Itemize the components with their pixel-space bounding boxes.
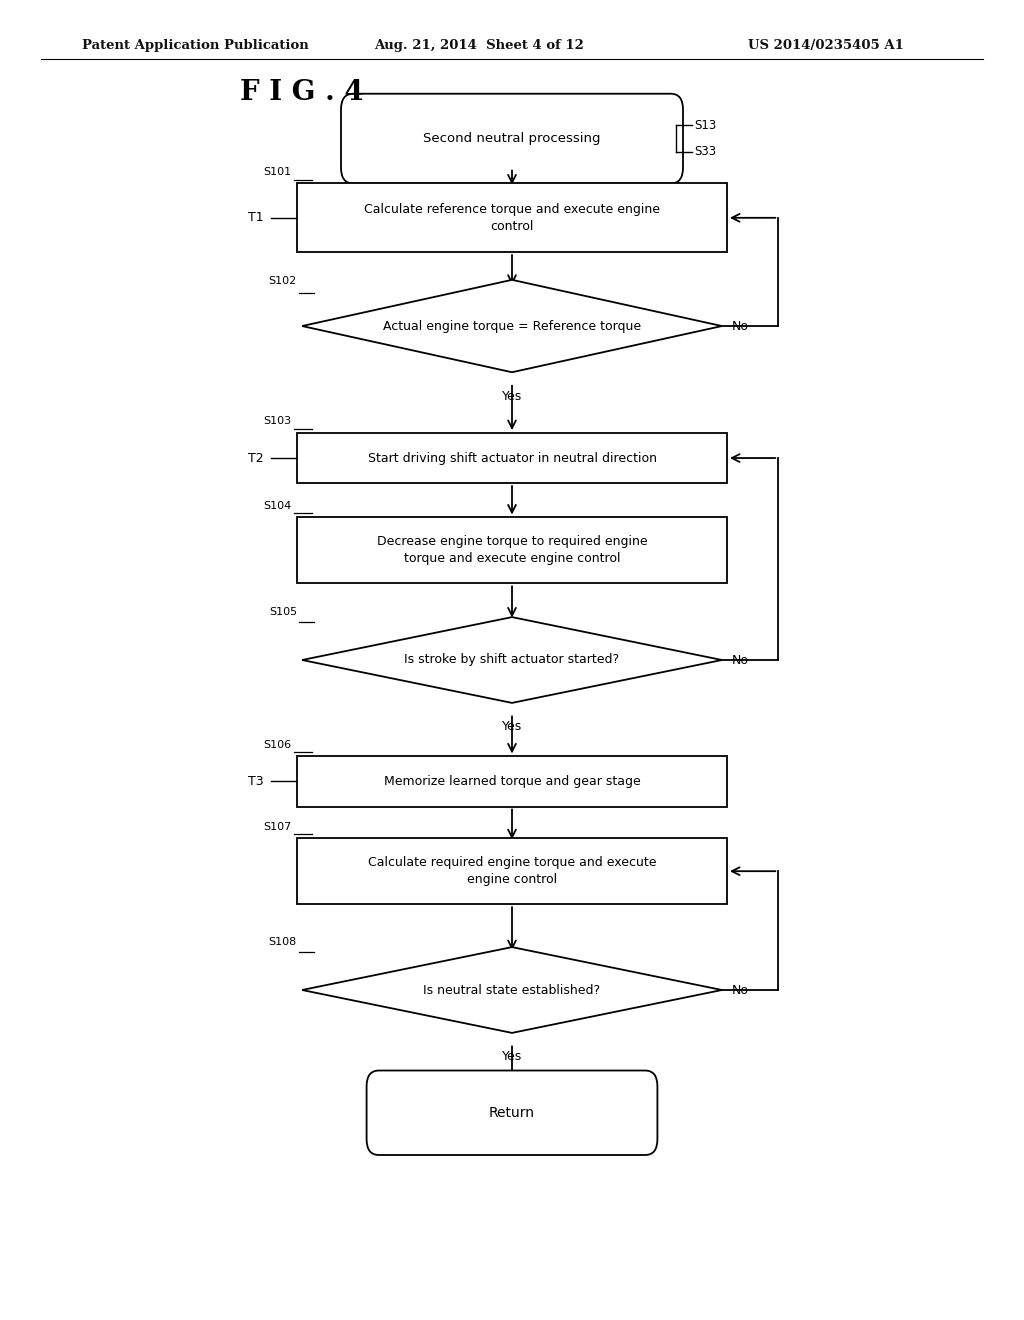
Text: S107: S107 (263, 821, 292, 832)
Text: Memorize learned torque and gear stage: Memorize learned torque and gear stage (384, 775, 640, 788)
Text: Yes: Yes (502, 721, 522, 733)
Text: S104: S104 (263, 500, 292, 511)
Text: S33: S33 (694, 145, 717, 158)
Text: Aug. 21, 2014  Sheet 4 of 12: Aug. 21, 2014 Sheet 4 of 12 (374, 38, 584, 51)
Text: US 2014/0235405 A1: US 2014/0235405 A1 (748, 38, 903, 51)
Text: Calculate reference torque and execute engine
control: Calculate reference torque and execute e… (364, 203, 660, 232)
Text: T1: T1 (248, 211, 264, 224)
Text: No: No (732, 653, 750, 667)
Text: S13: S13 (694, 119, 717, 132)
Polygon shape (302, 948, 722, 1032)
Bar (297, 433, 727, 483)
Bar (297, 517, 727, 583)
Text: S103: S103 (264, 416, 292, 426)
Text: S108: S108 (268, 937, 297, 948)
Bar (297, 756, 727, 807)
Text: S106: S106 (264, 739, 292, 750)
Text: F I G . 4: F I G . 4 (241, 79, 364, 106)
Text: Second neutral processing: Second neutral processing (423, 132, 601, 145)
Text: Calculate required engine torque and execute
engine control: Calculate required engine torque and exe… (368, 857, 656, 886)
Bar (297, 183, 727, 252)
Text: S101: S101 (264, 166, 292, 177)
Text: S105: S105 (269, 607, 297, 618)
Text: Patent Application Publication: Patent Application Publication (82, 38, 308, 51)
Text: Start driving shift actuator in neutral direction: Start driving shift actuator in neutral … (368, 451, 656, 465)
Text: T3: T3 (248, 775, 264, 788)
Polygon shape (302, 618, 722, 702)
Text: Return: Return (489, 1106, 535, 1119)
Text: S102: S102 (268, 276, 297, 286)
Text: Yes: Yes (502, 1051, 522, 1063)
FancyBboxPatch shape (341, 94, 683, 183)
Text: Is neutral state established?: Is neutral state established? (424, 983, 600, 997)
FancyBboxPatch shape (367, 1071, 657, 1155)
Text: No: No (732, 319, 750, 333)
Text: Yes: Yes (502, 389, 522, 403)
Bar (297, 838, 727, 904)
Text: Actual engine torque = Reference torque: Actual engine torque = Reference torque (383, 319, 641, 333)
Text: No: No (732, 983, 750, 997)
Text: Is stroke by shift actuator started?: Is stroke by shift actuator started? (404, 653, 620, 667)
Polygon shape (302, 280, 722, 372)
Text: T2: T2 (248, 451, 264, 465)
Text: Decrease engine torque to required engine
torque and execute engine control: Decrease engine torque to required engin… (377, 536, 647, 565)
